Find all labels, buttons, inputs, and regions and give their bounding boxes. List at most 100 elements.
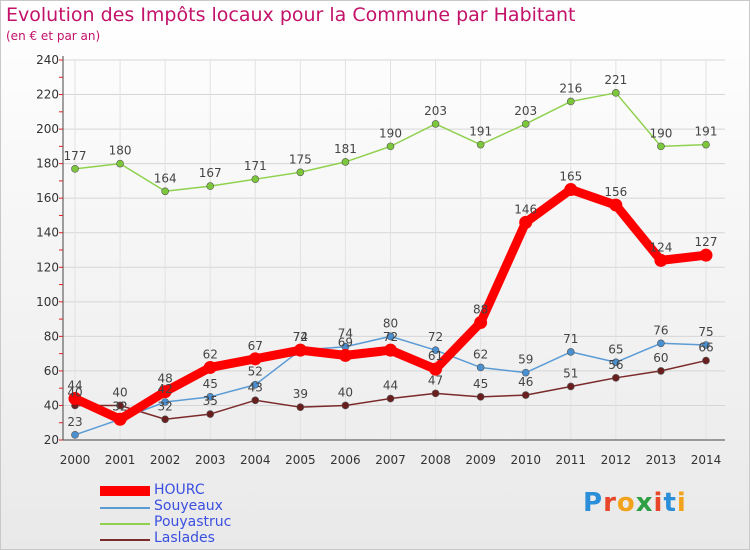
data-point-laslades [431, 389, 440, 398]
data-label-pouyastruc: 171 [244, 159, 267, 173]
data-point-hourc [338, 348, 352, 362]
data-label-laslades: 51 [563, 366, 578, 380]
data-label-souyeaux: 74 [293, 330, 308, 344]
data-point-pouyastruc [566, 97, 575, 106]
data-label-pouyastruc: 190 [379, 126, 402, 140]
data-label-hourc: 48 [158, 372, 173, 386]
x-tick-label: 2006 [330, 453, 361, 467]
data-point-pouyastruc [206, 182, 215, 190]
data-label-hourc: 146 [514, 202, 537, 216]
data-label-souyeaux: 71 [563, 332, 578, 346]
data-label-hourc: 156 [604, 185, 627, 199]
data-point-souyeaux [431, 346, 440, 354]
data-label-laslades: 45 [473, 377, 488, 391]
data-label-hourc: 127 [695, 235, 718, 249]
legend-swatch-souyeaux [100, 507, 150, 509]
data-point-souyeaux [386, 332, 395, 341]
data-label-laslades: 66 [698, 341, 713, 355]
data-point-pouyastruc [612, 89, 620, 97]
data-point-souyeaux [566, 348, 575, 356]
x-tick-label: 2009 [465, 453, 496, 467]
data-point-pouyastruc [476, 140, 485, 149]
data-label-souyeaux: 72 [428, 330, 443, 344]
data-point-souyeaux [206, 393, 215, 401]
y-tick-label: 60 [44, 364, 59, 378]
y-tick-label: 160 [36, 191, 59, 205]
data-label-pouyastruc: 191 [695, 125, 718, 139]
data-point-laslades [476, 393, 485, 401]
data-label-hourc: 72 [383, 330, 398, 344]
x-tick-label: 2010 [510, 453, 541, 467]
legend-label-pouyastruc: Pouyastruc [154, 514, 232, 530]
data-label-laslades: 39 [293, 387, 308, 401]
data-point-laslades [386, 394, 395, 403]
x-tick-label: 2001 [105, 453, 136, 467]
y-tick-label: 240 [36, 53, 59, 67]
legend-label-laslades: Laslades [154, 530, 215, 546]
data-point-pouyastruc [161, 187, 169, 196]
data-label-hourc: 69 [338, 335, 353, 349]
legend-swatch-laslades [100, 539, 150, 541]
x-tick-label: 2011 [556, 453, 587, 467]
data-point-souyeaux [612, 358, 620, 367]
data-label-laslades: 35 [203, 394, 218, 408]
y-tick-label: 200 [36, 122, 59, 136]
data-label-souyeaux: 62 [473, 347, 488, 361]
data-point-laslades [566, 382, 575, 391]
data-point-hourc [429, 362, 443, 376]
data-label-pouyastruc: 164 [154, 171, 177, 185]
data-label-hourc: 62 [203, 347, 218, 361]
data-point-laslades [251, 396, 260, 405]
proxiti-logo: Proxiti [583, 488, 687, 518]
y-tick-label: 120 [36, 260, 59, 274]
data-label-laslades: 60 [653, 351, 668, 365]
y-tick-label: 20 [44, 433, 59, 447]
data-point-pouyastruc [386, 142, 395, 151]
x-tick-label: 2003 [195, 453, 226, 467]
logo-letter: t [663, 488, 677, 518]
data-point-pouyastruc [521, 120, 530, 128]
data-label-laslades: 47 [428, 373, 443, 387]
x-tick-label: 2007 [375, 453, 406, 467]
data-point-hourc [654, 253, 668, 267]
data-point-laslades [161, 415, 169, 424]
data-label-souyeaux: 42 [158, 382, 173, 396]
data-point-hourc [519, 215, 533, 229]
legend-swatch-hourc [100, 486, 150, 496]
data-label-laslades: 40 [338, 385, 353, 399]
logo-letter: i [653, 488, 664, 518]
data-point-souyeaux [251, 380, 260, 389]
data-point-souyeaux [657, 339, 665, 348]
logo-letter: r [603, 488, 617, 518]
data-label-pouyastruc: 203 [514, 104, 537, 118]
x-tick-label: 2012 [601, 453, 632, 467]
data-point-laslades [521, 391, 530, 399]
data-label-laslades: 43 [248, 380, 263, 394]
data-label-hourc: 67 [248, 339, 263, 353]
data-point-souyeaux [476, 363, 485, 372]
data-label-souyeaux: 45 [203, 377, 218, 391]
x-tick-label: 2014 [691, 453, 722, 467]
data-label-pouyastruc: 221 [604, 73, 627, 87]
x-tick-label: 2002 [150, 453, 181, 467]
data-label-laslades: 56 [608, 358, 623, 372]
data-point-pouyastruc [251, 175, 260, 183]
y-tick-label: 100 [36, 295, 59, 309]
data-label-laslades: 32 [158, 399, 173, 413]
data-label-pouyastruc: 191 [469, 125, 492, 139]
data-point-hourc [293, 343, 307, 357]
data-label-laslades: 46 [518, 375, 533, 389]
data-point-pouyastruc [431, 120, 440, 128]
data-label-souyeaux: 23 [67, 415, 82, 429]
y-tick-label: 180 [36, 157, 59, 171]
data-label-pouyastruc: 167 [199, 166, 222, 180]
data-point-hourc [248, 352, 262, 366]
data-label-hourc: 32 [112, 399, 127, 413]
y-tick-label: 220 [36, 88, 59, 102]
data-point-laslades [296, 403, 305, 411]
data-label-laslades: 40 [67, 385, 82, 399]
data-point-hourc [113, 412, 127, 426]
data-point-pouyastruc [296, 168, 305, 177]
data-point-pouyastruc [657, 142, 665, 151]
